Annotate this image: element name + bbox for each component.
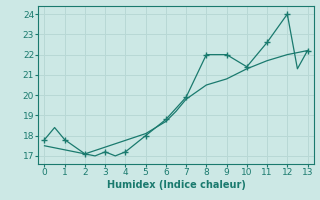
X-axis label: Humidex (Indice chaleur): Humidex (Indice chaleur): [107, 180, 245, 190]
